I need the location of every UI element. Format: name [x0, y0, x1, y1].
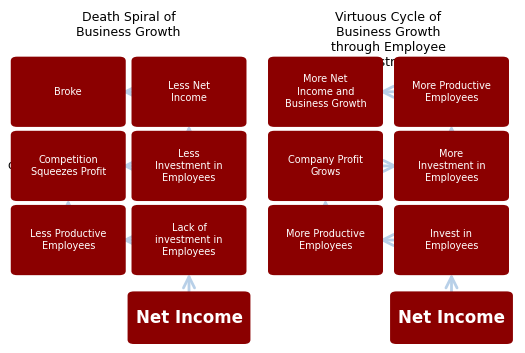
- FancyBboxPatch shape: [10, 131, 126, 201]
- FancyBboxPatch shape: [131, 131, 246, 201]
- Text: Lack of
investment in
Employees: Lack of investment in Employees: [155, 223, 223, 257]
- FancyBboxPatch shape: [268, 57, 383, 127]
- Text: Less
Investment in
Employees: Less Investment in Employees: [155, 149, 223, 183]
- FancyBboxPatch shape: [394, 57, 509, 127]
- Text: Death Spiral of
Business Growth: Death Spiral of Business Growth: [77, 11, 181, 38]
- FancyBboxPatch shape: [10, 205, 126, 275]
- FancyBboxPatch shape: [131, 57, 246, 127]
- Text: Company Profit
Grows: Company Profit Grows: [288, 155, 363, 177]
- FancyBboxPatch shape: [131, 205, 246, 275]
- FancyBboxPatch shape: [394, 131, 509, 201]
- FancyBboxPatch shape: [268, 131, 383, 201]
- Text: Virtuous Cycle of
Business Growth
through Employee
Investment: Virtuous Cycle of Business Growth throug…: [331, 11, 446, 68]
- Text: or: or: [8, 160, 20, 172]
- FancyBboxPatch shape: [268, 205, 383, 275]
- Text: Competition
Squeezes Profit: Competition Squeezes Profit: [30, 155, 106, 177]
- Text: Less Productive
Employees: Less Productive Employees: [30, 229, 107, 251]
- FancyBboxPatch shape: [394, 205, 509, 275]
- Text: Less Net
Income: Less Net Income: [168, 80, 210, 103]
- Text: More
Investment in
Employees: More Investment in Employees: [418, 149, 485, 183]
- Text: More Productive
Employees: More Productive Employees: [286, 229, 365, 251]
- Text: Invest in
Employees: Invest in Employees: [425, 229, 478, 251]
- FancyBboxPatch shape: [10, 57, 126, 127]
- Text: More Productive
Employees: More Productive Employees: [412, 80, 491, 103]
- Text: More Net
Income and
Business Growth: More Net Income and Business Growth: [285, 74, 366, 109]
- FancyBboxPatch shape: [128, 292, 250, 344]
- Text: Net Income: Net Income: [398, 309, 505, 327]
- Text: Broke: Broke: [55, 87, 82, 97]
- FancyBboxPatch shape: [390, 292, 513, 344]
- Text: Net Income: Net Income: [135, 309, 243, 327]
